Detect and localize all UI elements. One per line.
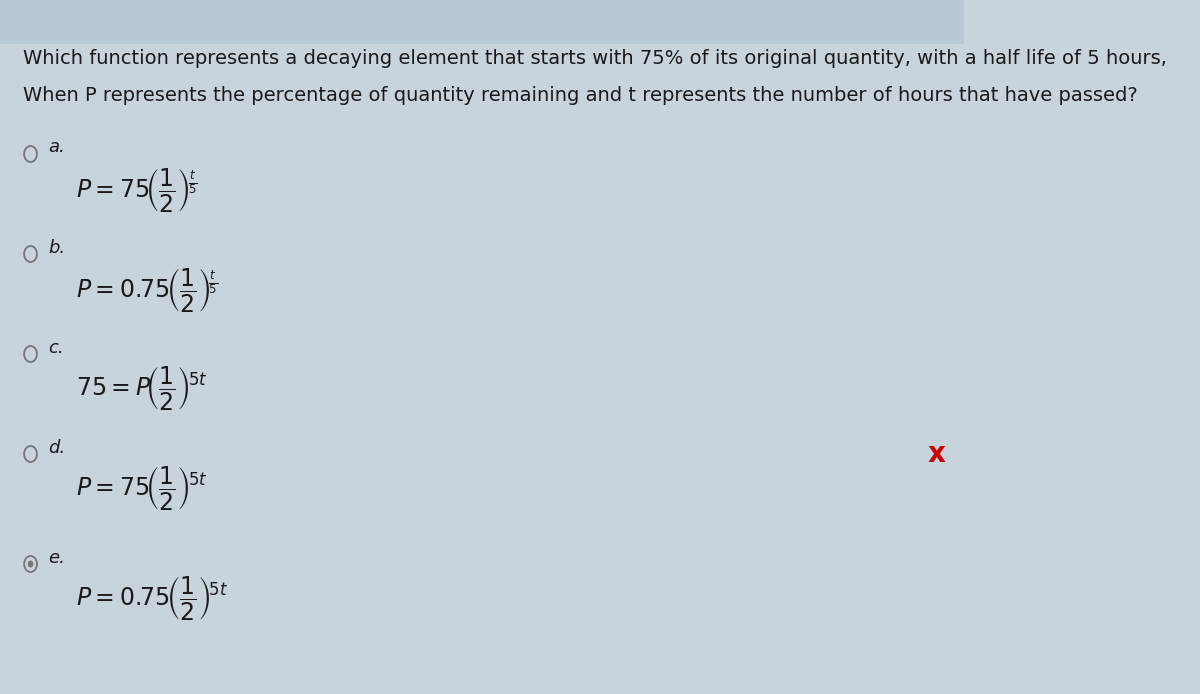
Circle shape <box>28 561 34 568</box>
Bar <box>0 0 965 44</box>
Text: a.: a. <box>48 138 65 156</box>
Text: $P = 75\!\left(\dfrac{1}{2}\right)^{\!\frac{t}{5}}$: $P = 75\!\left(\dfrac{1}{2}\right)^{\!\f… <box>77 166 198 214</box>
Text: d.: d. <box>48 439 65 457</box>
Text: $P = 0.75\!\left(\dfrac{1}{2}\right)^{\!5t}$: $P = 0.75\!\left(\dfrac{1}{2}\right)^{\!… <box>77 574 229 622</box>
Text: $P = 75\!\left(\dfrac{1}{2}\right)^{\!5t}$: $P = 75\!\left(\dfrac{1}{2}\right)^{\!5t… <box>77 464 208 512</box>
Text: x: x <box>928 440 946 468</box>
Text: Which function represents a decaying element that starts with 75% of its origina: Which function represents a decaying ele… <box>23 49 1166 68</box>
Text: c.: c. <box>48 339 64 357</box>
Text: When P represents the percentage of quantity remaining and t represents the numb: When P represents the percentage of quan… <box>23 86 1138 105</box>
Text: e.: e. <box>48 549 65 567</box>
Text: b.: b. <box>48 239 65 257</box>
Text: $75 = P\!\left(\dfrac{1}{2}\right)^{\!5t}$: $75 = P\!\left(\dfrac{1}{2}\right)^{\!5t… <box>77 364 208 412</box>
Text: $P = 0.75\!\left(\dfrac{1}{2}\right)^{\!\frac{t}{5}}$: $P = 0.75\!\left(\dfrac{1}{2}\right)^{\!… <box>77 266 218 314</box>
